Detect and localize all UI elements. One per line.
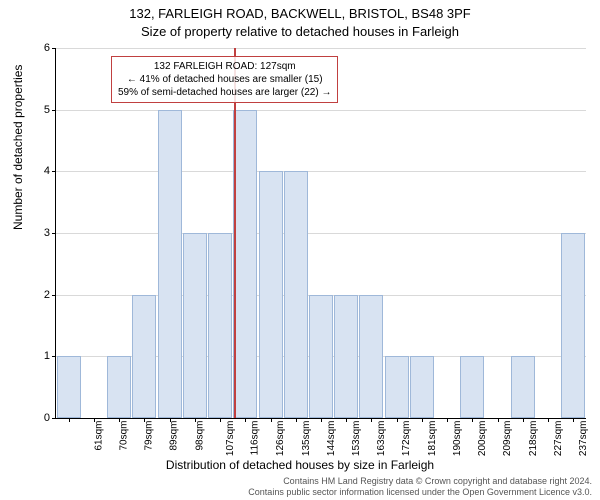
gridline: [56, 171, 586, 172]
xtick-label: 79sqm: [144, 421, 155, 451]
xtick-mark: [498, 418, 499, 422]
xtick-mark: [371, 418, 372, 422]
footer-attribution: Contains HM Land Registry data © Crown c…: [0, 476, 592, 498]
xtick-mark: [346, 418, 347, 422]
xtick-mark: [170, 418, 171, 422]
xtick-label: 135sqm: [301, 421, 312, 457]
ytick-label: 6: [26, 42, 50, 54]
reference-line: [234, 48, 236, 418]
xtick-mark: [523, 418, 524, 422]
xtick-label: 218sqm: [528, 421, 539, 457]
xtick-label: 98sqm: [194, 421, 205, 451]
footer-line-2: Contains public sector information licen…: [0, 487, 592, 498]
xtick-mark: [397, 418, 398, 422]
chart-title-main: 132, FARLEIGH ROAD, BACKWELL, BRISTOL, B…: [0, 6, 600, 21]
ytick-mark: [52, 233, 56, 234]
gridline: [56, 233, 586, 234]
bar: [561, 233, 585, 418]
xtick-mark: [144, 418, 145, 422]
bar: [359, 295, 383, 418]
xtick-label: 61sqm: [93, 421, 104, 451]
bar: [132, 295, 156, 418]
bar: [410, 356, 434, 418]
annotation-box: 132 FARLEIGH ROAD: 127sqm← 41% of detach…: [111, 56, 338, 103]
ytick-mark: [52, 418, 56, 419]
annotation-line: 132 FARLEIGH ROAD: 127sqm: [118, 60, 331, 73]
xtick-label: 144sqm: [326, 421, 337, 457]
xtick-label: 163sqm: [376, 421, 387, 457]
bar: [208, 233, 232, 418]
ytick-mark: [52, 110, 56, 111]
xtick-mark: [245, 418, 246, 422]
xtick-mark: [472, 418, 473, 422]
xtick-mark: [119, 418, 120, 422]
ytick-mark: [52, 48, 56, 49]
xtick-label: 181sqm: [427, 421, 438, 457]
annotation-line: ← 41% of detached houses are smaller (15…: [118, 73, 331, 86]
y-axis-label: Number of detached properties: [11, 65, 25, 230]
bar: [284, 171, 308, 418]
xtick-label: 172sqm: [402, 421, 413, 457]
xtick-label: 209sqm: [503, 421, 514, 457]
ytick-mark: [52, 356, 56, 357]
ytick-label: 0: [26, 412, 50, 424]
annotation-line: 59% of semi-detached houses are larger (…: [118, 86, 331, 99]
xtick-label: 70sqm: [118, 421, 129, 451]
bar: [158, 110, 182, 418]
xtick-mark: [195, 418, 196, 422]
x-axis-label: Distribution of detached houses by size …: [0, 458, 600, 472]
ytick-label: 1: [26, 350, 50, 362]
bar: [259, 171, 283, 418]
xtick-mark: [271, 418, 272, 422]
xtick-label: 237sqm: [578, 421, 589, 457]
xtick-mark: [422, 418, 423, 422]
bar: [57, 356, 81, 418]
xtick-label: 153sqm: [351, 421, 362, 457]
bar: [385, 356, 409, 418]
xtick-label: 126sqm: [275, 421, 286, 457]
bar: [511, 356, 535, 418]
xtick-label: 190sqm: [452, 421, 463, 457]
bar: [233, 110, 257, 418]
gridline: [56, 48, 586, 49]
footer-line-1: Contains HM Land Registry data © Crown c…: [0, 476, 592, 487]
xtick-label: 107sqm: [225, 421, 236, 457]
xtick-mark: [321, 418, 322, 422]
bar: [107, 356, 131, 418]
xtick-mark: [94, 418, 95, 422]
gridline: [56, 110, 586, 111]
bar: [334, 295, 358, 418]
xtick-mark: [573, 418, 574, 422]
ytick-label: 5: [26, 104, 50, 116]
ytick-mark: [52, 171, 56, 172]
bar: [309, 295, 333, 418]
xtick-mark: [69, 418, 70, 422]
chart-title-sub: Size of property relative to detached ho…: [0, 24, 600, 39]
xtick-label: 116sqm: [249, 421, 260, 456]
xtick-label: 89sqm: [169, 421, 180, 451]
plot-area: 012345661sqm70sqm79sqm89sqm98sqm107sqm11…: [55, 48, 586, 419]
bar: [183, 233, 207, 418]
xtick-mark: [447, 418, 448, 422]
ytick-label: 2: [26, 289, 50, 301]
xtick-label: 200sqm: [477, 421, 488, 457]
xtick-mark: [220, 418, 221, 422]
ytick-label: 3: [26, 227, 50, 239]
ytick-label: 4: [26, 165, 50, 177]
bar: [460, 356, 484, 418]
ytick-mark: [52, 295, 56, 296]
chart-container: 132, FARLEIGH ROAD, BACKWELL, BRISTOL, B…: [0, 0, 600, 500]
xtick-mark: [548, 418, 549, 422]
xtick-mark: [296, 418, 297, 422]
xtick-label: 227sqm: [553, 421, 564, 457]
